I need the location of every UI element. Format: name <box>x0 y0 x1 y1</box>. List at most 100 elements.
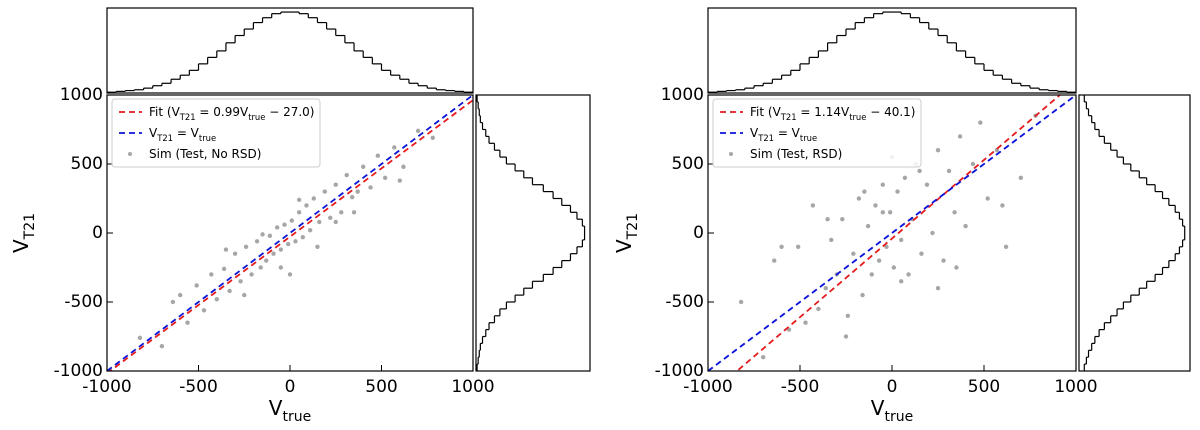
scatter-point <box>415 128 421 134</box>
scatter-point <box>1018 175 1023 180</box>
scatter-point <box>906 272 911 277</box>
plot-area <box>708 95 1076 371</box>
scatter-point <box>264 258 269 263</box>
scatter-point <box>825 217 830 222</box>
text-part: Sim (Test, No RSD) <box>149 147 261 161</box>
scatter-point <box>243 244 249 249</box>
scatter-point <box>361 164 366 169</box>
scatter-point <box>260 232 265 237</box>
scatter-point <box>862 189 867 194</box>
x-tick-label: 1000 <box>451 377 494 397</box>
scatter-point <box>952 210 957 215</box>
text-part: − 40.1) <box>866 105 915 119</box>
scatter-point <box>810 203 816 208</box>
x-axis-label: Vtrue <box>871 396 913 426</box>
scatter-point <box>221 266 227 272</box>
scatter-point <box>902 175 908 180</box>
y-tick-label: -500 <box>665 292 704 312</box>
scatter-point <box>401 164 406 169</box>
scatter-point <box>876 258 882 263</box>
fit-line <box>107 95 473 371</box>
y-axis-label: VT21 <box>612 213 642 253</box>
scatter-point <box>963 223 968 229</box>
scatter-point <box>159 343 165 349</box>
scatter-point <box>249 272 254 277</box>
scatter-point <box>954 265 959 270</box>
scatter-point <box>392 145 397 150</box>
scatter-point <box>887 210 893 215</box>
scatter-point <box>271 251 276 256</box>
legend-label: Sim (Test, RSD) <box>750 147 842 161</box>
text-part: V <box>612 239 636 253</box>
y-tick-label: -1000 <box>54 361 103 381</box>
scatter-point <box>924 182 930 187</box>
legend-box <box>712 98 922 168</box>
scatter-point <box>891 265 897 270</box>
x-tick-label: 1000 <box>1054 377 1097 397</box>
scatter-point <box>209 272 214 277</box>
legend-label: Sim (Test, No RSD) <box>149 147 261 161</box>
scatter-point <box>287 272 293 277</box>
fit-line <box>735 95 1062 371</box>
scatter-point <box>397 178 402 183</box>
scatter-point <box>430 135 435 140</box>
subscript: T21 <box>22 213 38 240</box>
x-tick-label: 500 <box>365 377 397 397</box>
y-tick-label: 0 <box>92 223 103 243</box>
scatter-point <box>856 196 862 201</box>
legend: Fit (VT21 = 0.99Vtrue − 27.0)VT21 = Vtru… <box>111 98 321 168</box>
text-part: Sim (Test, RSD) <box>750 147 842 161</box>
scatter-point <box>258 265 263 270</box>
scatter-point <box>285 241 291 247</box>
x-tick-label: 0 <box>285 377 296 397</box>
x-tick-label: -1000 <box>82 377 131 397</box>
scatter-point <box>843 334 849 339</box>
scatter-point <box>274 225 280 230</box>
scatter-point <box>935 286 941 291</box>
scatter-point <box>333 182 338 187</box>
scatter-point <box>899 279 904 284</box>
scatter-point <box>344 172 349 178</box>
scatter-point <box>895 189 900 194</box>
scatter-point <box>238 279 243 284</box>
scatter-point <box>232 251 238 256</box>
scatter-point <box>333 219 338 225</box>
y-tick-label: -500 <box>64 292 103 312</box>
scatter-point <box>899 237 904 243</box>
text-part: = 0.99V <box>196 105 249 119</box>
scatter-point <box>311 196 316 201</box>
scatter-point <box>317 219 322 225</box>
scatter-point <box>761 355 766 360</box>
scatter-point <box>254 239 260 244</box>
scatter-point <box>985 196 990 201</box>
scatter-point <box>322 189 327 194</box>
scatter-point <box>884 244 889 249</box>
scatter-point <box>178 292 183 298</box>
y-tick-label: -1000 <box>655 361 704 381</box>
scatter-point <box>978 120 983 125</box>
scatter-point <box>860 292 865 298</box>
scatter-point <box>328 215 333 221</box>
scatter-point <box>795 244 801 249</box>
subscript: T21 <box>780 112 797 122</box>
legend-label: VT21 = Vtrue <box>750 126 817 143</box>
scatter-point <box>296 210 302 215</box>
subscript: T21 <box>625 213 641 240</box>
scatter-point <box>880 210 885 215</box>
scatter-point <box>267 233 273 238</box>
scatter-point <box>300 234 306 240</box>
scatter-point <box>919 251 924 256</box>
x-tick-label: -500 <box>781 377 820 397</box>
scatter-point <box>315 244 320 249</box>
scatter-point <box>803 320 808 325</box>
scatter-point <box>823 286 828 291</box>
scatter-point <box>282 222 287 227</box>
scatter-point <box>185 320 190 325</box>
scatter-point <box>840 217 845 222</box>
scatter-point <box>296 197 302 203</box>
scatter-point <box>170 299 176 305</box>
scatter-point <box>1000 203 1005 208</box>
x-tick-label: -500 <box>179 377 218 397</box>
subscript: T21 <box>179 112 196 122</box>
